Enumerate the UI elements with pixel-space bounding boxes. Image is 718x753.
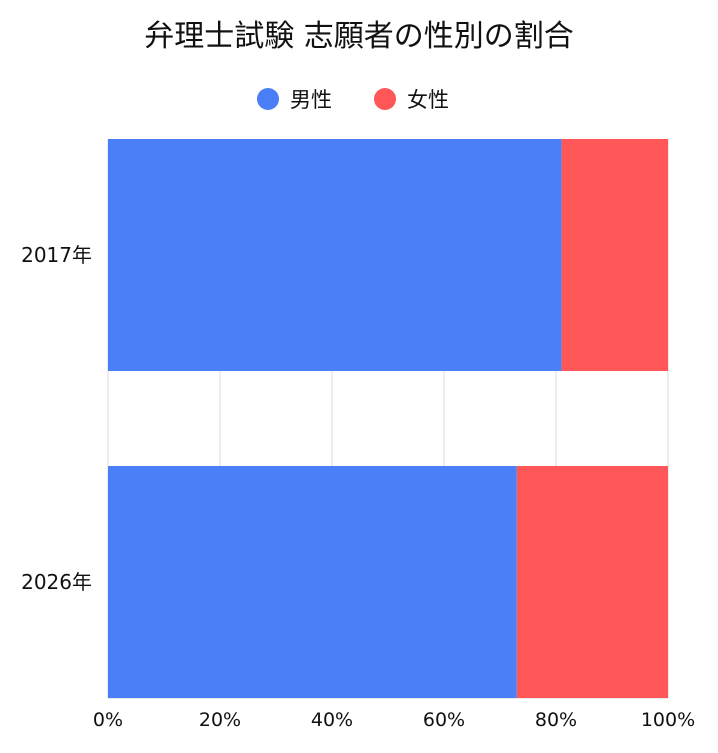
legend: 男性 女性 xyxy=(257,88,449,112)
bar-female-1 xyxy=(516,466,668,698)
y-axis: 2017年 2026年 xyxy=(21,243,92,594)
legend-swatch xyxy=(257,88,279,110)
bars xyxy=(108,139,668,698)
x-tick-label: 60% xyxy=(423,709,465,731)
x-tick-label: 40% xyxy=(311,709,353,731)
x-axis: 0% 20% 40% 60% 80% 100% xyxy=(93,709,695,731)
bar-male-0 xyxy=(108,139,562,371)
legend-label: 男性 xyxy=(290,88,332,112)
legend-swatch xyxy=(374,88,396,110)
legend-label: 女性 xyxy=(407,88,449,112)
x-tick-label: 100% xyxy=(641,709,695,731)
legend-item-female: 女性 xyxy=(374,88,449,112)
bar-female-0 xyxy=(561,139,668,371)
chart-title: 弁理士試験 志願者の性別の割合 xyxy=(144,19,574,54)
x-tick-label: 0% xyxy=(93,709,123,731)
y-tick-label: 2026年 xyxy=(21,570,92,594)
legend-item-male: 男性 xyxy=(257,88,332,112)
y-tick-label: 2017年 xyxy=(21,243,92,267)
bar-male-1 xyxy=(108,466,517,698)
x-tick-label: 80% xyxy=(535,709,577,731)
x-tick-label: 20% xyxy=(199,709,241,731)
